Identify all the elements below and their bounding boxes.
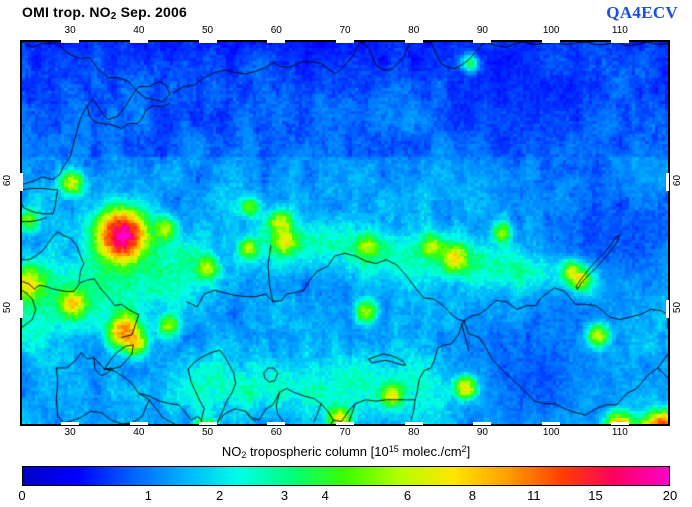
x-tick-mark bbox=[61, 40, 80, 43]
y-axis-tick-60-r: 60 bbox=[672, 175, 684, 187]
colorbar-gradient-canvas bbox=[23, 467, 669, 485]
colorbar-tick-15: 15 bbox=[588, 488, 603, 503]
y-tick-mark bbox=[20, 173, 23, 192]
x-axis-tick-40-top: 40 bbox=[133, 25, 145, 36]
x-axis-tick-40-bot: 40 bbox=[133, 427, 145, 438]
x-tick-mark bbox=[61, 422, 80, 425]
x-axis-tick-110-top: 110 bbox=[611, 25, 628, 36]
y-axis-tick-50-r: 50 bbox=[672, 302, 684, 314]
cb-label-exp: 15 bbox=[388, 444, 399, 454]
x-axis-tick-70-top: 70 bbox=[339, 25, 351, 36]
colorbar-tick-4: 4 bbox=[321, 488, 329, 503]
qa4ecv-logo: QA4ECV bbox=[606, 3, 678, 22]
x-tick-mark bbox=[198, 422, 217, 425]
x-axis-tick-30-top: 30 bbox=[64, 25, 76, 36]
y-tick-mark bbox=[20, 300, 23, 319]
x-tick-mark bbox=[129, 40, 148, 43]
title-date-text: Sep. 2006 bbox=[116, 4, 187, 20]
coastline-overlay-canvas bbox=[22, 42, 668, 424]
colorbar-tick-20: 20 bbox=[662, 488, 678, 503]
x-tick-mark bbox=[267, 40, 286, 43]
map-panel bbox=[20, 40, 670, 426]
y-tick-mark bbox=[666, 173, 669, 192]
x-axis-tick-80-bot: 80 bbox=[408, 427, 420, 438]
y-axis-tick-60-l: 60 bbox=[2, 175, 14, 187]
x-tick-mark bbox=[473, 40, 492, 43]
cb-label-end: molec./cm bbox=[398, 444, 462, 459]
x-axis-tick-110-bot: 110 bbox=[611, 427, 628, 438]
y-axis-tick-50-l: 50 bbox=[2, 302, 14, 314]
x-axis-tick-30-bot: 30 bbox=[64, 427, 76, 438]
colorbar-tick-2: 2 bbox=[216, 488, 224, 503]
title-main-text: OMI trop. NO bbox=[22, 4, 111, 20]
colorbar-tick-1: 1 bbox=[144, 488, 152, 503]
x-axis-tick-90-bot: 90 bbox=[476, 427, 488, 438]
x-axis-tick-50-bot: 50 bbox=[201, 427, 214, 438]
x-axis-tick-90-top: 90 bbox=[476, 25, 488, 36]
x-axis-tick-60-top: 60 bbox=[270, 25, 282, 36]
x-tick-mark bbox=[610, 40, 629, 43]
x-axis-tick-80-top: 80 bbox=[408, 25, 420, 36]
cb-label-main: NO bbox=[221, 444, 242, 459]
x-tick-mark bbox=[129, 422, 148, 425]
x-tick-mark bbox=[404, 40, 423, 43]
x-tick-mark bbox=[404, 422, 423, 425]
colorbar-tick-8: 8 bbox=[468, 488, 476, 503]
x-tick-mark bbox=[542, 40, 561, 43]
x-tick-mark bbox=[542, 422, 561, 425]
x-tick-mark bbox=[336, 40, 354, 43]
x-tick-mark bbox=[198, 40, 217, 43]
x-axis-tick-60-bot: 60 bbox=[270, 427, 282, 438]
colorbar-axis-label: NO2 tropospheric column [1015 molec./cm2… bbox=[0, 444, 692, 460]
colorbar-tick-3: 3 bbox=[280, 488, 289, 503]
x-axis-tick-100-top: 100 bbox=[542, 25, 560, 36]
colorbar-tick-0: 0 bbox=[18, 488, 26, 503]
colorbar bbox=[22, 466, 670, 486]
cb-label-exp2: 2 bbox=[461, 444, 467, 454]
x-tick-mark bbox=[610, 422, 629, 425]
cb-label-close: ] bbox=[466, 444, 471, 459]
x-axis-tick-100-bot: 100 bbox=[542, 427, 560, 438]
x-axis-tick-70-bot: 70 bbox=[339, 427, 351, 438]
colorbar-tick-11: 11 bbox=[527, 488, 541, 503]
title-subscript: 2 bbox=[110, 11, 117, 22]
x-tick-mark bbox=[267, 422, 286, 425]
x-tick-mark bbox=[336, 422, 354, 425]
colorbar-tick-6: 6 bbox=[403, 488, 412, 503]
x-tick-mark bbox=[473, 422, 492, 425]
x-axis-tick-50-top: 50 bbox=[201, 25, 214, 36]
cb-label-mid: tropospheric column [10 bbox=[246, 444, 389, 459]
cb-label-sub: 2 bbox=[241, 450, 247, 460]
figure-title: OMI trop. NO2 Sep. 2006 bbox=[22, 4, 187, 22]
y-tick-mark bbox=[666, 300, 669, 319]
